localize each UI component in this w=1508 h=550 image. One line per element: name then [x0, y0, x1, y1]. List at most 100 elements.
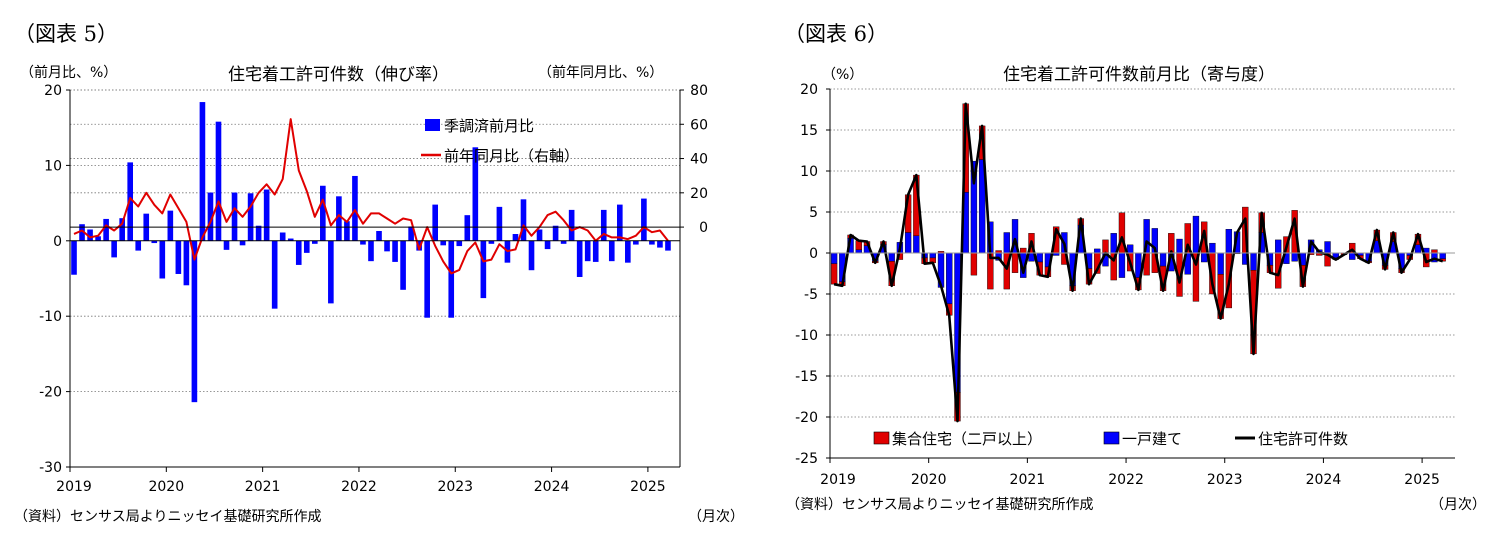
bar-multifamily [830, 263, 838, 285]
legend-swatch-multifamily [873, 431, 890, 445]
bar-mom [520, 199, 527, 241]
bar-mom [560, 240, 567, 244]
left-tick-label: -30 [39, 460, 62, 476]
figure5-left-unit: （前月比、%） [20, 65, 118, 81]
figure6-label: （図表 6） [784, 22, 889, 46]
x-tick-label: 2020 [911, 472, 947, 488]
right-tick-label: 0 [699, 220, 708, 236]
bar-mom [295, 240, 302, 265]
bar-mom [665, 240, 671, 251]
bar-mom [279, 232, 286, 241]
bar-mom [360, 240, 366, 245]
chart2-legend: 集合住宅（二戸以上） 一戸建て 住宅許可件数 [873, 430, 1348, 448]
bar-mom [432, 204, 439, 241]
bar-single-family [1225, 229, 1233, 254]
right-tick-label: 20 [690, 186, 708, 202]
bar-mom [649, 240, 655, 245]
chart1-legend: 季調済前月比 前年同月比（右軸） [421, 117, 579, 165]
right-tick-label: 80 [690, 83, 708, 99]
figure6-unit: （%） [822, 67, 864, 83]
y-tick-label: 10 [800, 164, 818, 180]
bar-mom [625, 240, 631, 263]
y-tick-label: -15 [795, 369, 818, 385]
bar-mom [183, 240, 190, 286]
bar-mom [271, 240, 278, 309]
line-total-permits [833, 102, 1444, 423]
bar-mom [512, 234, 519, 241]
legend-swatch-single [1103, 431, 1120, 445]
bar-mom [384, 240, 390, 252]
bar-single-family [1414, 244, 1422, 254]
legend-label-multifamily: 集合住宅（二戸以上） [892, 430, 1042, 448]
legend-label-yoy: 前年同月比（右軸） [444, 147, 579, 165]
legend-label-mom: 季調済前月比 [444, 117, 534, 135]
bar-single-family [1439, 252, 1446, 259]
right-tick-label: 40 [690, 152, 708, 168]
chart2-axes: -25 -20 -15 -10 -5 0 5 10 15 20 2019 2020 2021 2022 20… [795, 82, 1455, 488]
bar-single-family [1275, 239, 1282, 254]
bar-mom [592, 240, 599, 262]
y-tick-label: 5 [809, 205, 818, 221]
bar-single-family [1176, 238, 1183, 254]
bar-mom [536, 229, 543, 241]
bar-mom [568, 209, 575, 241]
bar-single-family [888, 252, 895, 262]
bar-mom [464, 215, 471, 241]
bar-single-family [1192, 215, 1200, 254]
bar-mom [600, 209, 607, 241]
bar-multifamily [1020, 247, 1027, 254]
left-tick-label: -20 [39, 385, 62, 401]
x-tick-label: 2024 [1306, 472, 1342, 488]
figure5-label: （図表 5） [14, 22, 119, 46]
bar-mom [87, 229, 93, 241]
bar-single-family [1127, 244, 1134, 254]
bar-mom [352, 175, 358, 241]
right-tick-label: 60 [690, 117, 708, 133]
x-tick-label: 2021 [1010, 472, 1046, 488]
figure5-right-unit: （前年同月比、%） [538, 65, 664, 81]
bar-single-family [1110, 233, 1117, 254]
bar-mom [544, 240, 551, 250]
bar-mom [159, 240, 166, 279]
bar-mom [456, 240, 463, 247]
bar-mom [95, 236, 101, 241]
y-tick-label: -25 [795, 451, 818, 467]
bar-mom [528, 240, 535, 271]
bar-mom [207, 192, 214, 241]
figure6-title: 住宅着工許可件数前月比（寄与度） [1003, 65, 1275, 85]
bar-mom [287, 238, 294, 241]
bar-single-family [1291, 252, 1298, 262]
bar-mom [311, 240, 318, 244]
figure6-source: （資料）センサス局よりニッセイ基礎研究所作成 [786, 497, 1094, 513]
legend-label-total: 住宅許可件数 [1258, 430, 1348, 448]
x-tick-label: 2019 [820, 472, 856, 488]
x-tick-label: 2023 [437, 479, 473, 495]
bar-mom [167, 210, 174, 241]
y-tick-label: -20 [795, 410, 818, 426]
figure5-month-note: （月次） [688, 509, 744, 525]
bar-mom [263, 189, 270, 241]
y-tick-label: -5 [804, 287, 818, 303]
x-tick-label: 2024 [534, 479, 570, 495]
chart2-line [833, 102, 1444, 423]
bar-mom [641, 198, 647, 241]
x-tick-label: 2025 [630, 479, 666, 495]
bar-multifamily [1011, 252, 1019, 273]
bar-mom [247, 193, 254, 241]
x-tick-label: 2022 [341, 479, 377, 495]
bar-multifamily [1168, 233, 1175, 254]
bar-mom [151, 240, 158, 244]
bar-mom [119, 218, 125, 241]
left-tick-label: -10 [39, 309, 62, 325]
bar-mom [480, 240, 487, 299]
bar-mom [344, 221, 350, 241]
bar-mom [424, 240, 430, 318]
bar-mom [408, 226, 414, 241]
bar-mom [633, 240, 639, 245]
bar-single-family [830, 252, 838, 264]
bar-single-family [904, 232, 912, 254]
bar-mom [368, 240, 374, 262]
bar-mom [79, 224, 85, 241]
bar-mom [215, 121, 222, 241]
bar-single-family [1209, 242, 1216, 254]
